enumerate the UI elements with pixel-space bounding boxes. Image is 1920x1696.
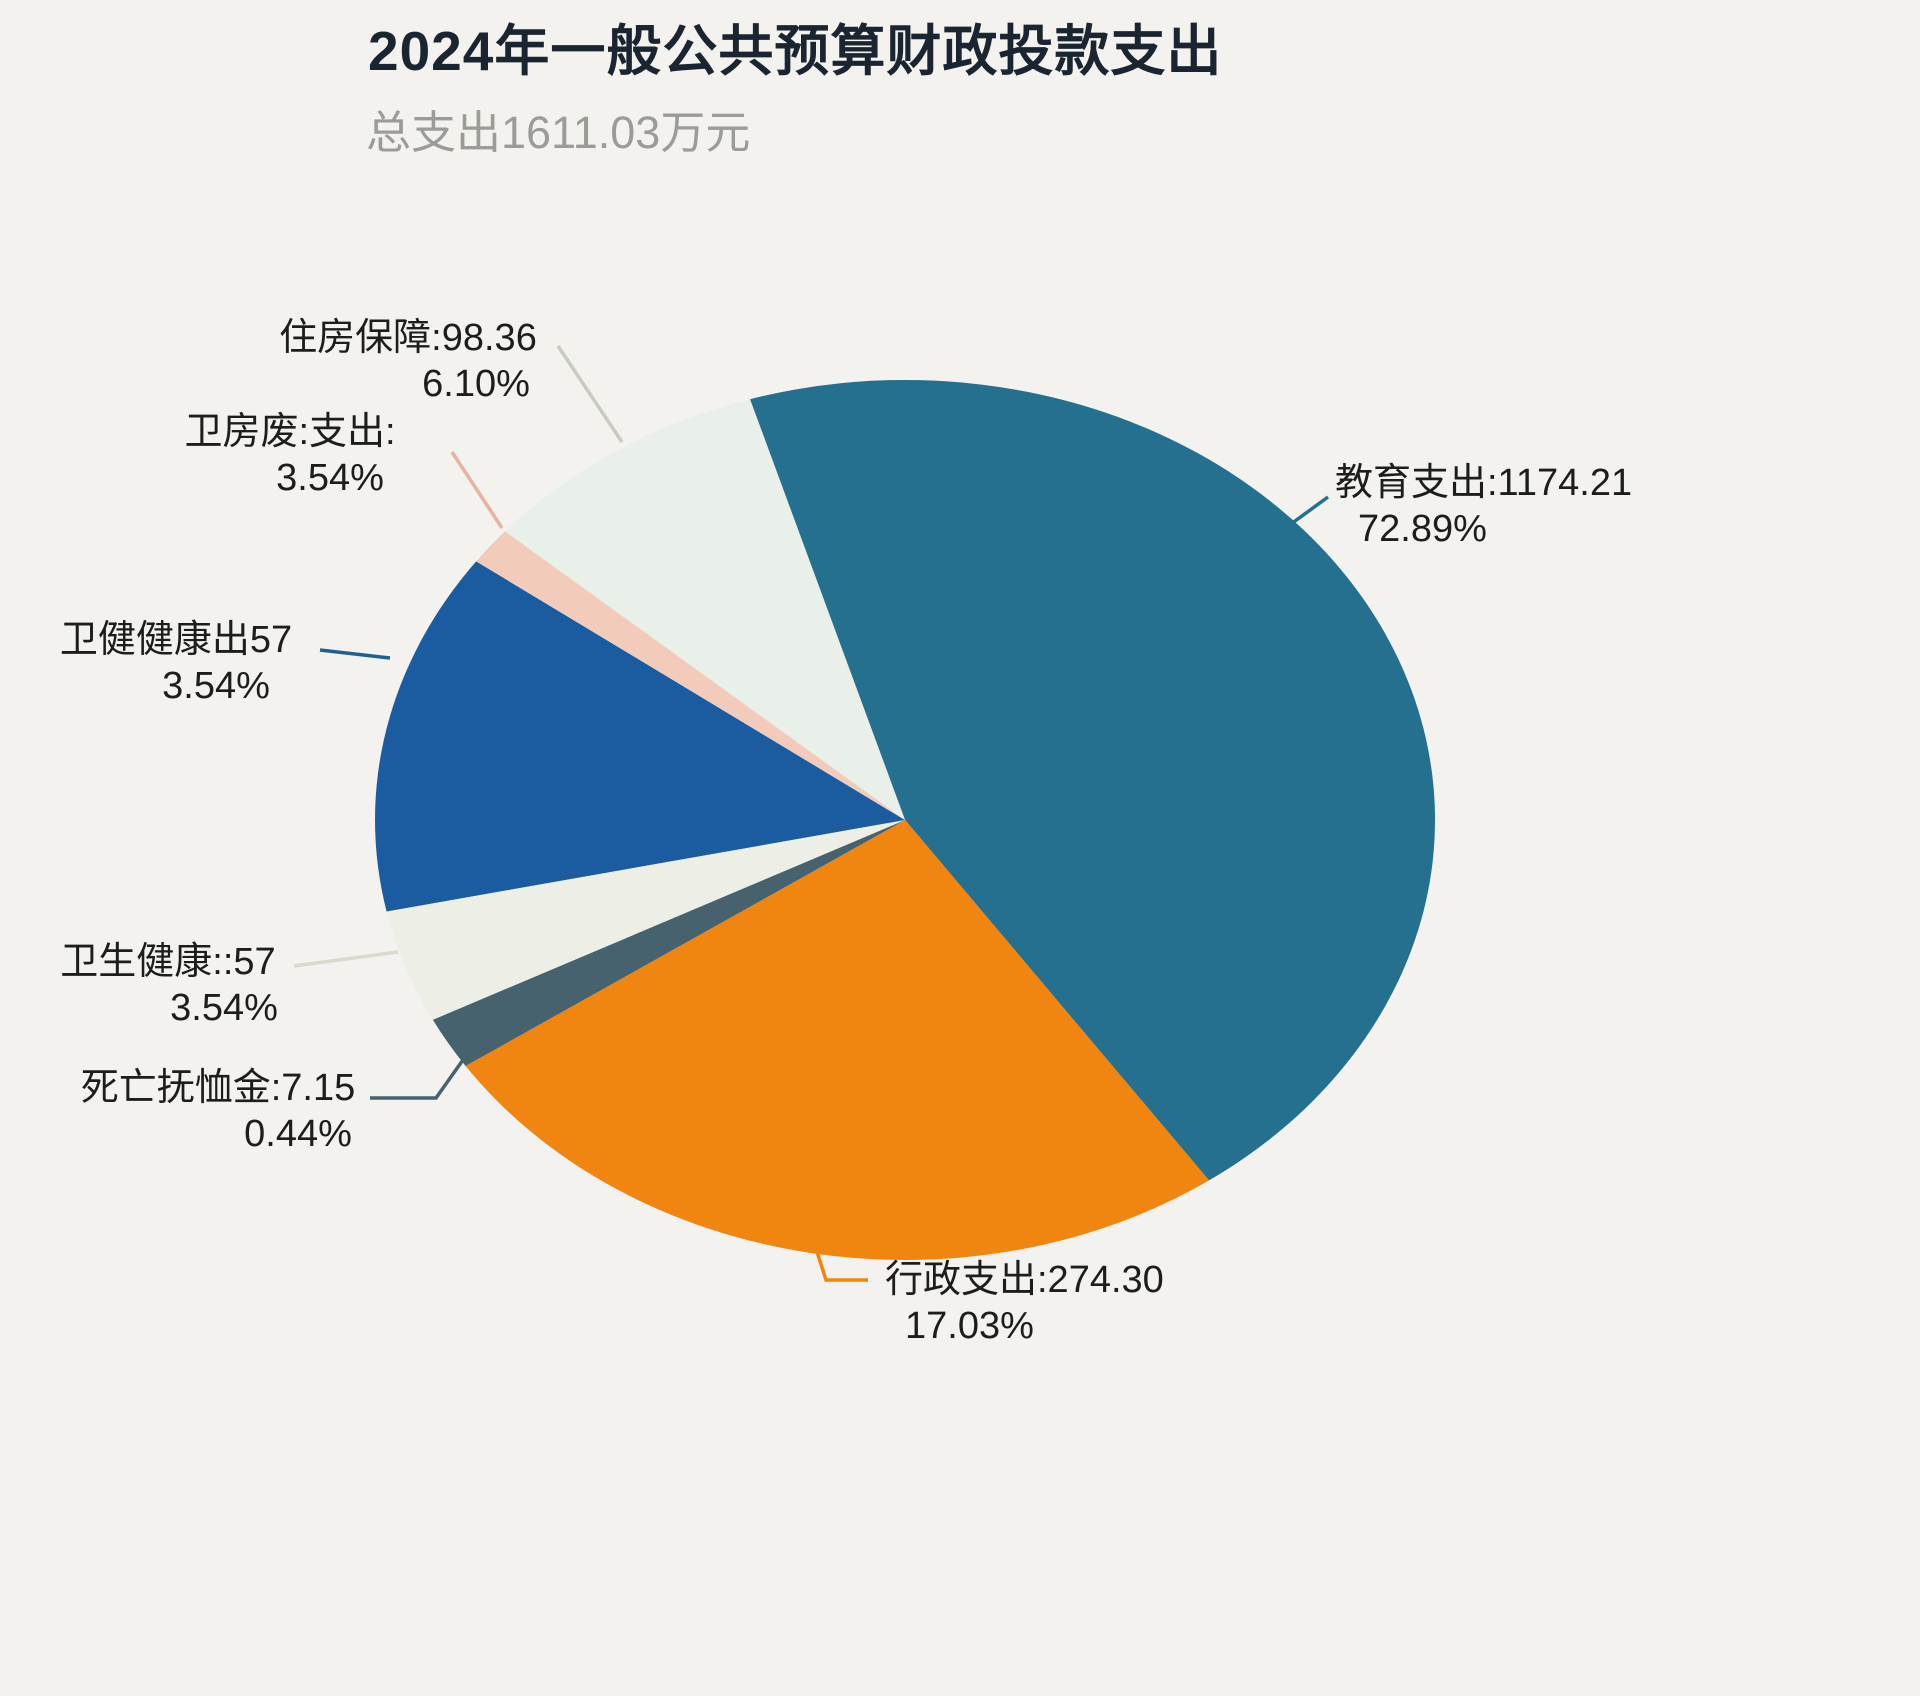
slice-label-7-line-1: 住房保障:98.36 — [279, 317, 537, 359]
pie-slice-5 — [375, 561, 905, 912]
slice-label-2-line-2: 17.03% — [905, 1305, 1034, 1347]
slice-label-3-line-1: 死亡抚恤金:7.15 — [81, 1067, 356, 1109]
leader-line-2 — [810, 1235, 868, 1282]
slice-label-6-line-2: 3.54% — [276, 457, 384, 499]
chart-subtitle-total: 总支出1611.03万元 — [366, 107, 751, 158]
slice-label-1-line-1: 教育支出:1174.21 — [1335, 462, 1632, 504]
slice-label-4-line-1: 卫生健康::57 — [60, 941, 275, 983]
slice-label-7-line-2: 6.10% — [422, 363, 530, 405]
slice-label-5-line-1: 卫健健康出57 — [60, 619, 292, 661]
slice-label-5-line-2: 3.54% — [162, 665, 270, 707]
leader-line-5 — [319, 648, 391, 660]
chart-title: 2024年一般公共预算财政投款支出 — [368, 20, 1223, 82]
slice-label-1-line-2: 72.89% — [1358, 508, 1487, 550]
pie-slice-6 — [476, 531, 905, 820]
pie-slice-1 — [750, 379, 1436, 1181]
slice-label-4-line-2: 3.54% — [170, 987, 278, 1029]
pie-slice-7 — [505, 399, 905, 820]
slice-label-2-line-1: 行政支出:274.30 — [885, 1259, 1164, 1301]
slice-label-6-line-1: 卫房废:支出: — [184, 411, 395, 453]
leader-line-7 — [556, 345, 624, 443]
leader-line-3 — [370, 1048, 472, 1100]
pie-slice-2 — [465, 820, 1210, 1260]
leader-line-4 — [293, 950, 399, 968]
slice-label-3-line-2: 0.44% — [244, 1113, 352, 1155]
leader-line-6 — [450, 451, 504, 529]
pie-slice-4 — [386, 820, 906, 1020]
leader-line-1 — [1256, 495, 1330, 550]
pie-slice-3 — [432, 820, 905, 1066]
